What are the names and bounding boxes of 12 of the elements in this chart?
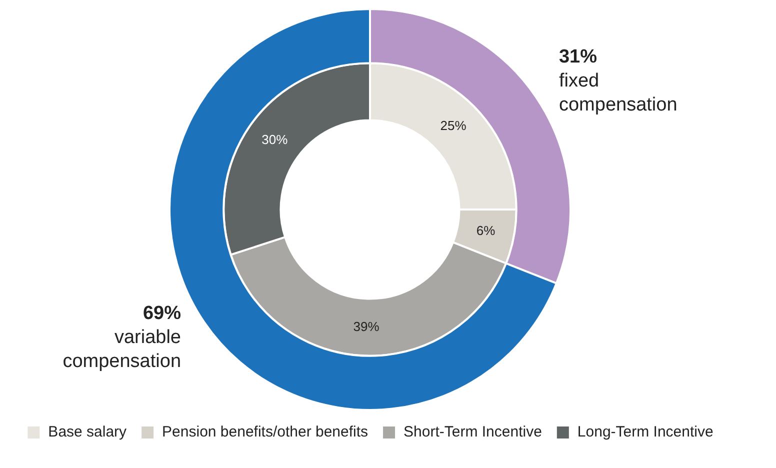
data-label: 39% bbox=[353, 318, 380, 334]
data-label: 69% bbox=[142, 303, 182, 324]
slice-label: variable compensation bbox=[62, 327, 182, 372]
data-label: 25% bbox=[440, 118, 467, 133]
data-label: 31% bbox=[558, 46, 598, 68]
legend-label: Long-Term Incentive bbox=[577, 424, 714, 441]
legend-label: Base salary bbox=[48, 424, 128, 441]
legend-label: Pension benefits/other benefits bbox=[162, 424, 368, 441]
legend-label: Short-Term Incentive bbox=[404, 424, 542, 441]
slice-label: fixed compensation bbox=[558, 70, 678, 116]
data-label: 30% bbox=[262, 132, 288, 147]
data-label: 6% bbox=[476, 223, 496, 238]
